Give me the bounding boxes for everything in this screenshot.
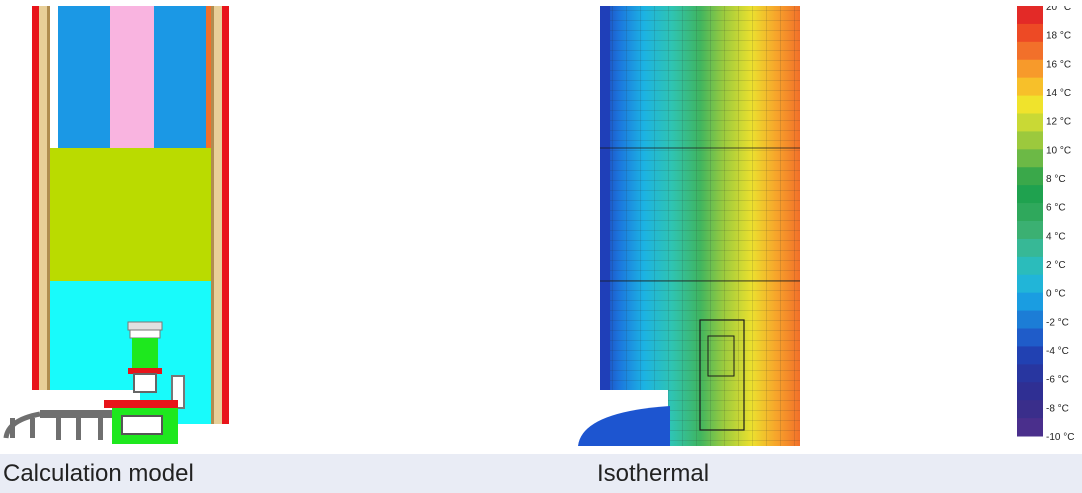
color-scale-segment: [1017, 292, 1043, 312]
color-scale-segment: [1017, 6, 1043, 25]
color-scale-label: 12 °C: [1046, 117, 1071, 128]
color-scale-segment: [1017, 77, 1043, 97]
color-scale-label: -4 °C: [1046, 346, 1069, 357]
color-scale-label: -2 °C: [1046, 317, 1069, 328]
right-orange-strip: [206, 6, 211, 148]
left-beige-layer: [39, 6, 47, 424]
sill-foot-4: [76, 418, 81, 440]
color-scale-label: 4 °C: [1046, 231, 1066, 242]
color-scale-label: 18 °C: [1046, 31, 1071, 42]
temperature-color-scale: 20 °C 18 °C 16 °C 14 °C 12 °C 10 °C 8 °C 6 °C 4 …: [1010, 2, 1080, 443]
isothermal-diagram: [570, 0, 810, 446]
green-block: [50, 148, 211, 281]
color-scale-segment: [1017, 185, 1043, 204]
color-scale-segment: [1017, 364, 1043, 383]
color-scale-segment: [1017, 274, 1043, 294]
color-scale-label: 14 °C: [1046, 88, 1071, 99]
color-scale-segment: [1017, 221, 1043, 240]
isothermal-profile-inner: [707, 335, 735, 377]
color-scale-segment: [1017, 238, 1043, 258]
color-scale-label: 16 °C: [1046, 59, 1071, 70]
profile-top-frame: [127, 321, 163, 331]
right-outer-red-layer: [222, 6, 229, 424]
insulation-layer-right: [154, 6, 206, 148]
sill-foot-2: [30, 418, 35, 438]
isothermal-left-edge: [600, 6, 610, 390]
left-dark-line: [47, 6, 50, 424]
color-scale-segment: [1017, 131, 1043, 150]
insulation-layer-left: [58, 6, 110, 148]
color-scale-segment: [1017, 167, 1043, 186]
profile-grey-sill: [40, 410, 150, 418]
color-scale-label: 8 °C: [1046, 174, 1066, 185]
color-scale-label: -6 °C: [1046, 375, 1069, 386]
color-scale-segment: [1017, 59, 1043, 79]
isothermal-sill-blue: [578, 406, 670, 446]
color-scale-segment: [1017, 382, 1043, 401]
color-scale-label: 10 °C: [1046, 145, 1071, 156]
isothermal-window-profile: [699, 319, 745, 431]
sill-foot-3: [56, 418, 61, 440]
color-scale-segment: [1017, 203, 1043, 222]
color-scale-segment: [1017, 346, 1043, 365]
color-scale-label: 0 °C: [1046, 289, 1066, 300]
caption-calculation-model: Calculation model: [3, 460, 194, 487]
pink-board: [110, 6, 154, 148]
profile-grey-mid: [133, 373, 157, 393]
color-scale-segment: [1017, 418, 1043, 437]
sill-curve: [3, 411, 41, 439]
color-scale-segment: [1017, 95, 1043, 114]
calculation-model-diagram: [0, 0, 250, 446]
profile-red-bar: [104, 400, 178, 408]
color-scale-segment: [1017, 113, 1043, 132]
caption-bar: [0, 454, 1082, 493]
left-outer-red-layer: [32, 6, 39, 424]
profile-white-lower: [121, 415, 163, 435]
sill-foot-5: [98, 416, 103, 440]
profile-green-glazing: [132, 338, 158, 370]
right-beige-layer: [214, 6, 222, 424]
right-dark-line: [211, 6, 214, 424]
color-scale-label: 20 °C: [1046, 6, 1071, 13]
color-scale-segment: [1017, 23, 1043, 43]
profile-inner-white: [129, 329, 161, 339]
color-scale-segment: [1017, 328, 1043, 347]
color-scale-segment: [1017, 310, 1043, 329]
color-scale-segment: [1017, 256, 1043, 276]
color-scale-segment: [1017, 149, 1043, 168]
color-scale-label: -8 °C: [1046, 403, 1069, 414]
caption-isothermal: Isothermal: [597, 460, 710, 487]
profile-red-gasket: [128, 368, 162, 374]
color-scale-segment: [1017, 41, 1043, 61]
color-scale-segment: [1017, 400, 1043, 419]
color-scale-label: -10 °C: [1046, 432, 1074, 442]
color-scale-label: 2 °C: [1046, 260, 1066, 271]
color-scale-label: 6 °C: [1046, 203, 1066, 214]
